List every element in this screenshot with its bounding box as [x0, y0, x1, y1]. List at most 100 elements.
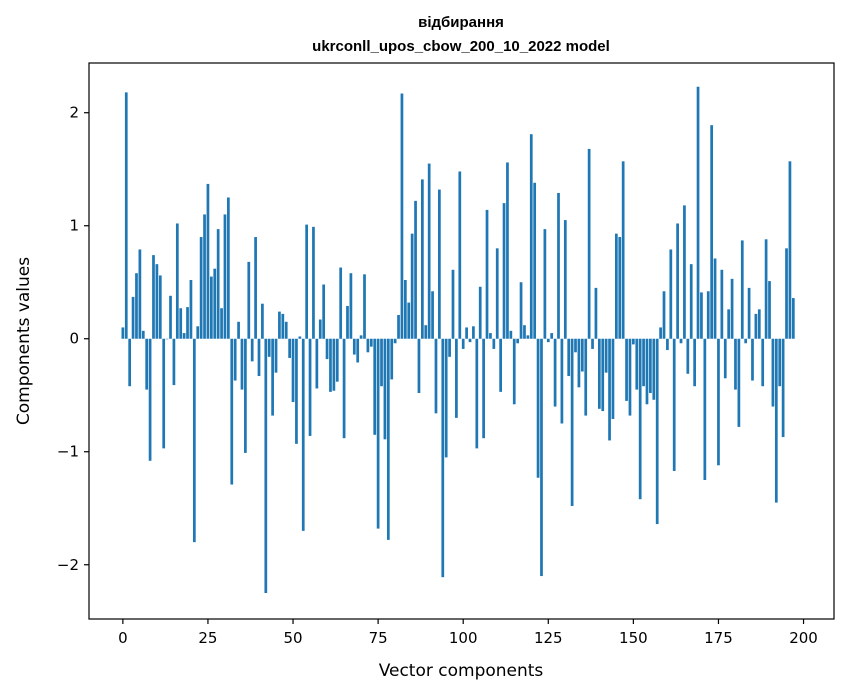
bar-90: [427, 163, 431, 339]
bar-116: [516, 338, 520, 344]
bar-93: [438, 189, 441, 339]
bar-74: [373, 338, 377, 435]
bar-151: [635, 338, 639, 390]
x-tick-label: 75: [369, 629, 388, 647]
bar-184: [747, 287, 751, 339]
bar-160: [666, 338, 669, 351]
x-tick-label: 175: [704, 629, 733, 647]
bar-192: [774, 338, 778, 503]
bar-68: [352, 338, 356, 355]
bar-1: [124, 92, 128, 339]
bar-58: [318, 319, 322, 339]
x-tick-label: 125: [534, 629, 563, 647]
bar-162: [672, 338, 676, 471]
bar-82: [400, 93, 404, 339]
bar-13: [165, 338, 169, 340]
chart-title: відбирання: [418, 14, 504, 31]
bar-46: [278, 311, 281, 339]
bar-175: [717, 338, 720, 466]
x-axis-ticks: 0 25 50 75 100 125 150 175 200: [118, 619, 818, 647]
bar-63: [335, 338, 339, 382]
bar-9: [152, 255, 155, 339]
bar-155: [649, 338, 652, 393]
bar-152: [638, 338, 642, 500]
bar-121: [533, 182, 537, 339]
bar-110: [495, 248, 499, 339]
bar-6: [141, 330, 145, 339]
bar-88: [420, 179, 424, 339]
bar-109: [492, 338, 496, 349]
bar-24: [203, 214, 206, 339]
bar-94: [441, 338, 445, 578]
bar-174: [713, 258, 717, 339]
bar-45: [274, 338, 278, 373]
bar-179: [730, 278, 734, 339]
bar-41: [261, 303, 264, 339]
bar-98: [455, 338, 458, 418]
bar-119: [526, 335, 530, 339]
bar-81: [397, 315, 400, 339]
bar-28: [216, 229, 220, 339]
bar-4: [135, 273, 138, 339]
bar-120: [529, 134, 533, 339]
bar-43: [267, 338, 271, 357]
bar-27: [213, 268, 217, 339]
bar-75: [376, 338, 380, 529]
bar-22: [196, 326, 200, 339]
bar-103: [472, 326, 475, 339]
bar-130: [563, 220, 567, 339]
bar-180: [734, 338, 737, 390]
bar-150: [632, 338, 635, 345]
bar-182: [740, 240, 744, 339]
bar-91: [431, 291, 434, 339]
bar-40: [257, 338, 261, 377]
bar-142: [604, 338, 608, 373]
bar-123: [540, 338, 543, 577]
bar-124: [543, 229, 547, 339]
bar-69: [356, 338, 360, 363]
bar-44: [271, 338, 274, 416]
bar-191: [771, 338, 775, 407]
bar-114: [509, 330, 513, 339]
x-tick-label: 150: [619, 629, 648, 647]
bar-170: [700, 292, 703, 339]
bar-146: [618, 237, 622, 339]
y-tick-label: 1: [69, 217, 79, 235]
bar-77: [383, 338, 387, 440]
bar-49: [288, 338, 291, 358]
bar-183: [744, 338, 748, 344]
bar-7: [145, 338, 149, 390]
bar-65: [342, 338, 346, 439]
bar-111: [499, 338, 503, 392]
bar-164: [679, 338, 683, 344]
bar-60: [325, 338, 329, 360]
bar-32: [230, 338, 234, 485]
bar-33: [233, 338, 237, 381]
bar-51: [295, 338, 298, 444]
bar-129: [560, 338, 564, 424]
bar-137: [587, 148, 591, 339]
bar-134: [577, 338, 581, 388]
bar-196: [788, 161, 792, 339]
bar-144: [611, 338, 615, 419]
bar-127: [553, 338, 557, 407]
bar-165: [683, 205, 686, 339]
bar-10: [155, 264, 159, 339]
bar-105: [478, 286, 482, 339]
bar-193: [778, 338, 782, 387]
bar-25: [206, 183, 210, 339]
bar-178: [727, 309, 731, 339]
bar-141: [601, 338, 605, 412]
bar-48: [284, 321, 288, 339]
bar-56: [312, 226, 315, 339]
bar-135: [580, 338, 584, 372]
bar-61: [329, 338, 332, 392]
bar-92: [434, 338, 438, 414]
bar-83: [403, 279, 407, 339]
bar-177: [723, 338, 727, 379]
x-tick-label: 100: [449, 629, 478, 647]
bar-42: [264, 338, 268, 594]
bar-185: [751, 338, 754, 381]
bar-167: [689, 264, 693, 339]
